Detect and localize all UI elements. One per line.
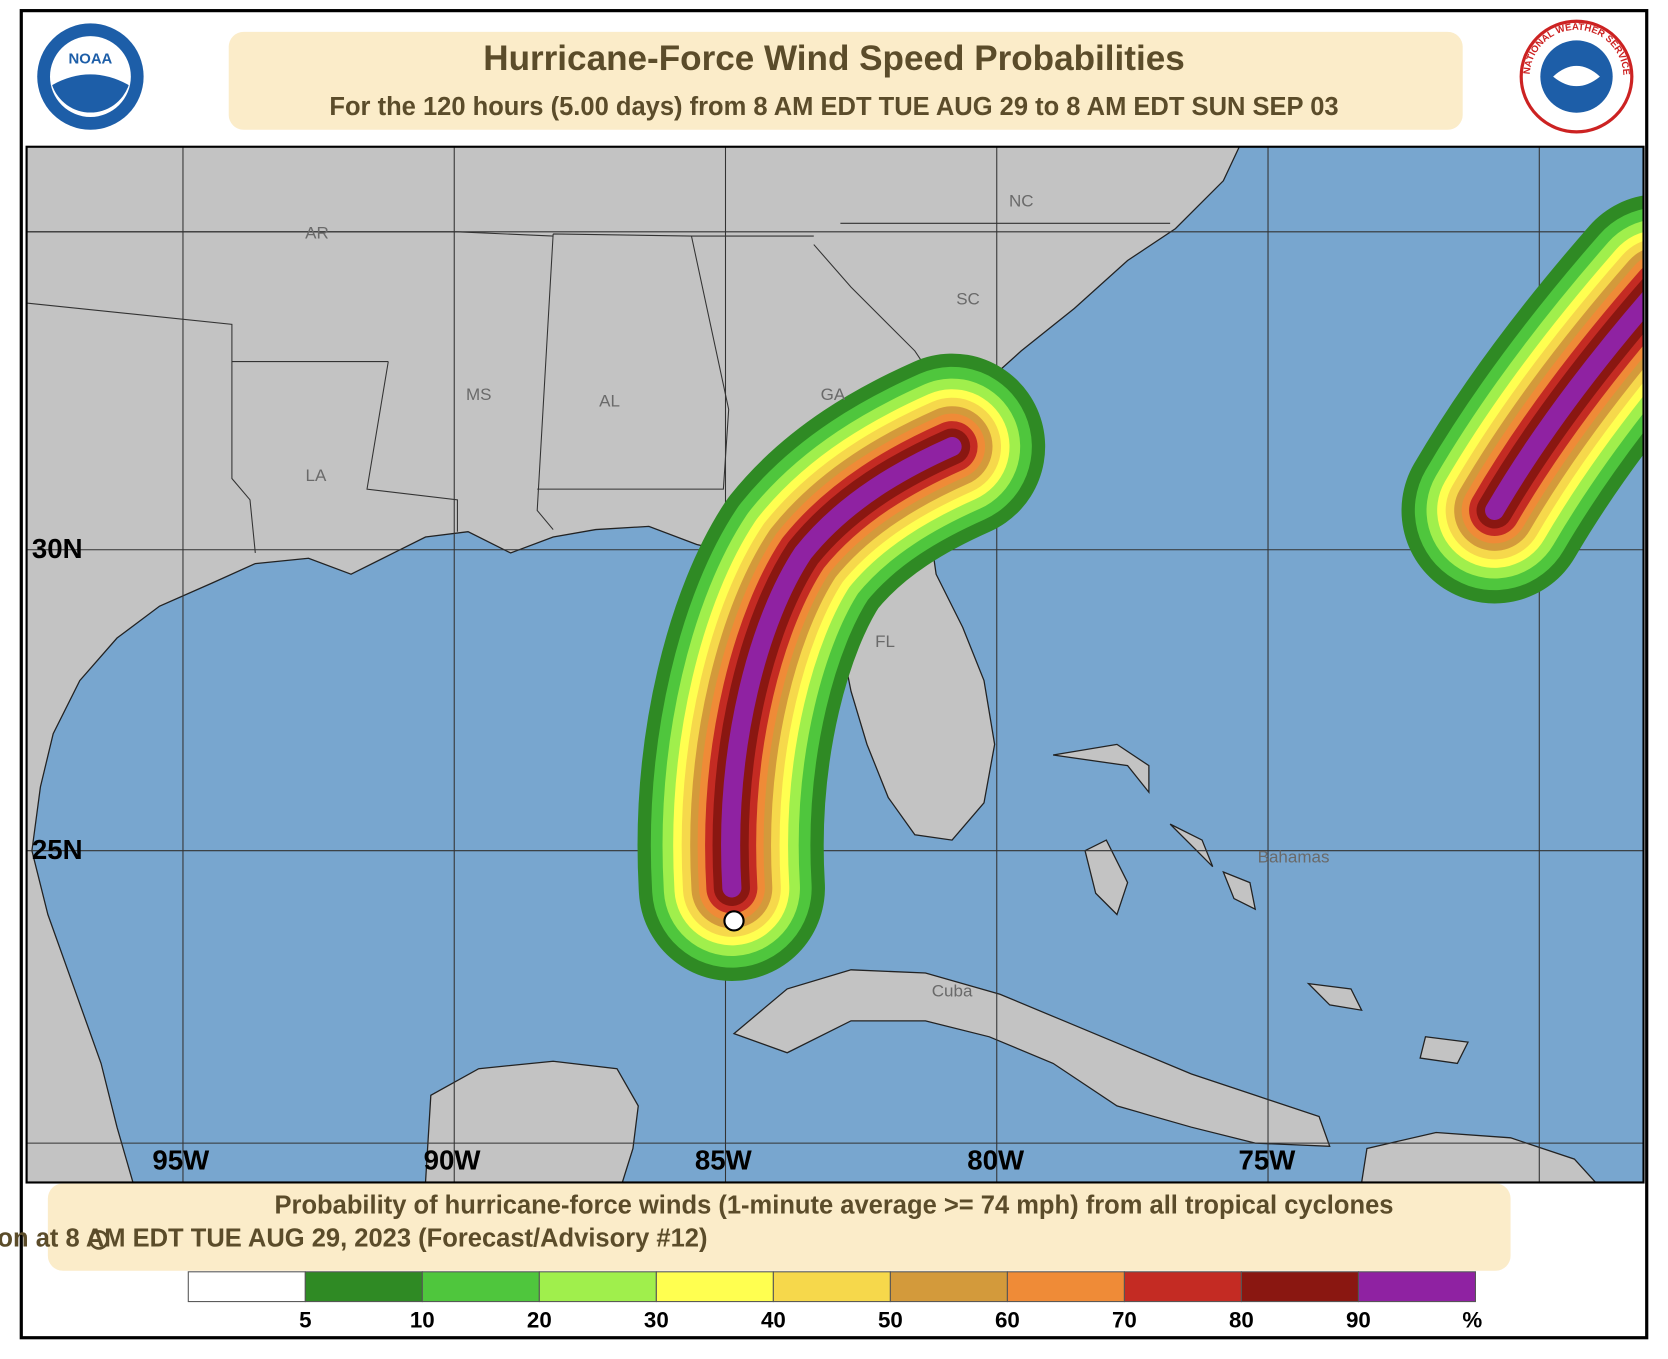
hispaniola — [1360, 1131, 1597, 1183]
legend-tick-label: 40 — [761, 1308, 786, 1333]
legend-swatch — [1357, 1271, 1476, 1303]
legend-unit: % — [1462, 1308, 1482, 1333]
noaa-text: NOAA — [69, 51, 113, 67]
legend-swatch — [538, 1271, 657, 1303]
legend-tick-label: 5 — [299, 1308, 311, 1333]
probability-swaths — [637, 196, 1644, 981]
nws-logo: NATIONAL WEATHER SERVICE — [1519, 19, 1634, 134]
legend-tick-label: 60 — [995, 1308, 1020, 1333]
lon-label: 95W — [152, 1145, 210, 1176]
place-label: Cuba — [932, 982, 973, 1001]
footer-line-1: Probability of hurricane-force winds (1-… — [275, 1192, 1394, 1220]
state-label: NC — [1009, 192, 1034, 211]
state-label: LA — [306, 466, 327, 485]
legend-swatch — [889, 1271, 1008, 1303]
header-highlight — [228, 31, 1463, 130]
color-legend: 5 10 20 30 40 50 60 70 80 90% — [187, 1271, 1482, 1333]
map-frame — [25, 145, 1645, 1184]
state-label: FL — [875, 632, 895, 651]
title: Hurricane-Force Wind Speed Probabilities — [483, 39, 1185, 78]
lat-label: 25N — [32, 834, 83, 865]
legend-swatch — [304, 1271, 423, 1303]
legend-swatch — [1123, 1271, 1242, 1303]
swath-band — [721, 437, 962, 898]
state-label: AL — [599, 391, 620, 410]
legend-tick-label: 50 — [878, 1308, 903, 1333]
cuba — [732, 969, 1331, 1148]
state-label: SC — [956, 289, 980, 308]
legend-swatch — [187, 1271, 306, 1303]
yucatan — [424, 1060, 639, 1183]
legend-tick-label: 30 — [644, 1308, 669, 1333]
legend-swatch — [1006, 1271, 1125, 1303]
legend-tick-label: 80 — [1229, 1308, 1254, 1333]
frame — [19, 9, 1649, 1340]
legend-swatch — [421, 1271, 540, 1303]
lat-label: 30N — [32, 533, 83, 564]
lon-label: 80W — [967, 1145, 1025, 1176]
footer-line-2: indicates Hurricane Idalia center locati… — [0, 1225, 707, 1253]
legend-tick-label: 10 — [410, 1308, 435, 1333]
legend-swatch — [655, 1271, 774, 1303]
swath-band — [1485, 290, 1644, 520]
bahamas-islands — [1053, 743, 1469, 1065]
storm-center — [723, 910, 745, 932]
legend-swatch — [1240, 1271, 1359, 1303]
noaa-logo: NOAA — [37, 23, 144, 130]
subtitle: For the 120 hours (5.00 days) from 8 AM … — [329, 93, 1338, 121]
lon-label: 75W — [1239, 1145, 1297, 1176]
legend-swatch — [772, 1271, 891, 1303]
lon-label: 85W — [695, 1145, 753, 1176]
map: AR MS AL GA LA NC SC FL Bahamas Cuba 30N… — [26, 146, 1644, 1183]
legend-tick-label: 20 — [527, 1308, 552, 1333]
center-symbol — [89, 1230, 109, 1250]
state-label: GA — [821, 385, 846, 404]
legend-tick-label: 90 — [1346, 1308, 1371, 1333]
state-label: MS — [466, 385, 492, 404]
legend-tick-label: 70 — [1112, 1308, 1137, 1333]
graticule — [26, 146, 1644, 1183]
state-label: AR — [305, 223, 329, 242]
place-label: Bahamas — [1258, 848, 1330, 867]
lon-label: 90W — [424, 1145, 482, 1176]
footer-highlight — [47, 1183, 1511, 1271]
